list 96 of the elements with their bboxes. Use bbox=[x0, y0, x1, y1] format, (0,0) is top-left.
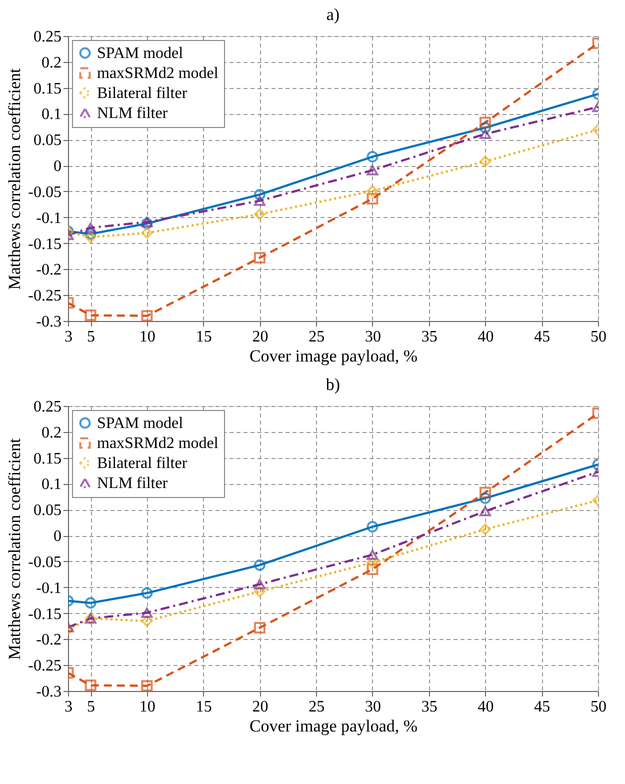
legend-label: NLM filter bbox=[97, 105, 168, 122]
point bbox=[479, 492, 491, 504]
point bbox=[479, 116, 491, 128]
y-tick-label: 0 bbox=[54, 158, 62, 176]
y-tick-label: 0.1 bbox=[42, 106, 62, 124]
point bbox=[141, 310, 153, 321]
x-tick-label: 10 bbox=[139, 698, 156, 716]
point bbox=[479, 506, 491, 516]
point bbox=[141, 680, 153, 691]
point bbox=[141, 227, 153, 239]
y-axis-title: Matthews correlation coefficient bbox=[5, 68, 24, 290]
x-tick-label: 40 bbox=[478, 328, 494, 346]
point bbox=[366, 192, 378, 204]
point bbox=[254, 579, 266, 590]
y-tick-label: -0.1 bbox=[36, 210, 62, 227]
y-tick-label: -0.25 bbox=[28, 658, 62, 675]
point bbox=[254, 252, 266, 264]
point bbox=[84, 222, 96, 233]
x-tick-label: 30 bbox=[364, 328, 381, 346]
y-tick-label: -0.15 bbox=[28, 236, 62, 253]
legend-label: SPAM model bbox=[97, 45, 184, 62]
y-tick-label: 0.2 bbox=[42, 54, 62, 72]
point bbox=[141, 615, 153, 627]
point bbox=[366, 556, 378, 568]
x-tick-label: 10 bbox=[139, 328, 156, 346]
point bbox=[254, 208, 266, 220]
y-axis-title: Matthews correlation coefficient bbox=[5, 438, 24, 660]
point bbox=[366, 550, 378, 560]
x-tick-label: 50 bbox=[590, 698, 606, 716]
point bbox=[254, 559, 266, 571]
x-tick-label: 5 bbox=[87, 698, 96, 716]
point bbox=[254, 586, 266, 598]
y-tick-label: -0.3 bbox=[36, 684, 62, 700]
chart-title: b) bbox=[326, 375, 340, 394]
point bbox=[254, 188, 266, 200]
x-tick-label: 25 bbox=[308, 328, 325, 346]
x-tick-label: 20 bbox=[252, 698, 268, 716]
point bbox=[366, 165, 378, 176]
y-tick-label: -0.2 bbox=[36, 262, 62, 279]
y-tick-label: 0.1 bbox=[42, 476, 62, 494]
legend-label: maxSRMd2 model bbox=[97, 65, 219, 82]
y-tick-label: -0.2 bbox=[36, 632, 62, 649]
x-tick-label: 40 bbox=[478, 698, 494, 716]
legend-label: Bilateral filter bbox=[97, 455, 188, 472]
x-tick-label: 25 bbox=[308, 698, 325, 716]
x-tick-label: 35 bbox=[421, 328, 438, 346]
x-tick-label: 5 bbox=[87, 328, 96, 346]
point bbox=[84, 680, 96, 691]
point bbox=[141, 608, 153, 618]
y-tick-label: -0.05 bbox=[28, 184, 62, 201]
y-tick-label: 0.05 bbox=[34, 132, 62, 150]
x-tick-label: 20 bbox=[252, 328, 268, 346]
point bbox=[479, 128, 491, 140]
y-tick-label: 0 bbox=[54, 528, 62, 546]
y-tick-label: 0.15 bbox=[34, 450, 62, 468]
x-axis-title: Cover image payload, % bbox=[249, 716, 418, 736]
point bbox=[254, 196, 266, 206]
y-tick-label: -0.1 bbox=[36, 580, 62, 597]
y-tick-label: 0.25 bbox=[34, 28, 62, 46]
x-tick-label: 45 bbox=[534, 698, 550, 716]
y-tick-label: -0.25 bbox=[28, 288, 62, 305]
x-tick-label: 35 bbox=[421, 698, 438, 716]
x-axis-title: Cover image payload, % bbox=[249, 346, 418, 366]
point bbox=[366, 185, 378, 197]
point bbox=[84, 310, 96, 321]
y-tick-label: -0.3 bbox=[36, 314, 62, 330]
point bbox=[84, 597, 96, 609]
point bbox=[479, 486, 491, 498]
chart-title: a) bbox=[326, 5, 340, 24]
point bbox=[479, 156, 491, 168]
x-tick-label: 15 bbox=[196, 698, 212, 716]
point bbox=[84, 231, 96, 243]
point bbox=[479, 524, 491, 536]
x-tick-label: 30 bbox=[364, 698, 381, 716]
point bbox=[84, 228, 96, 240]
point bbox=[141, 587, 153, 599]
y-tick-label: 0.25 bbox=[34, 398, 62, 416]
point bbox=[366, 563, 378, 575]
x-tick-label: 15 bbox=[196, 328, 212, 346]
x-tick-label: 45 bbox=[534, 328, 550, 346]
y-tick-label: -0.15 bbox=[28, 606, 62, 623]
legend-label: NLM filter bbox=[97, 475, 168, 492]
y-tick-label: 0.15 bbox=[34, 80, 62, 98]
point bbox=[479, 122, 491, 134]
legend-label: maxSRMd2 model bbox=[97, 435, 219, 452]
y-tick-label: -0.05 bbox=[28, 554, 62, 571]
y-tick-label: 0.05 bbox=[34, 502, 62, 520]
legend-label: SPAM model bbox=[97, 415, 184, 432]
point bbox=[366, 151, 378, 162]
point bbox=[254, 622, 266, 634]
x-tick-label: 3 bbox=[64, 698, 72, 716]
legend-label: Bilateral filter bbox=[97, 85, 188, 102]
x-tick-label: 50 bbox=[590, 328, 606, 346]
point bbox=[366, 521, 378, 532]
x-tick-label: 3 bbox=[64, 328, 72, 346]
y-tick-label: 0.2 bbox=[42, 424, 62, 442]
